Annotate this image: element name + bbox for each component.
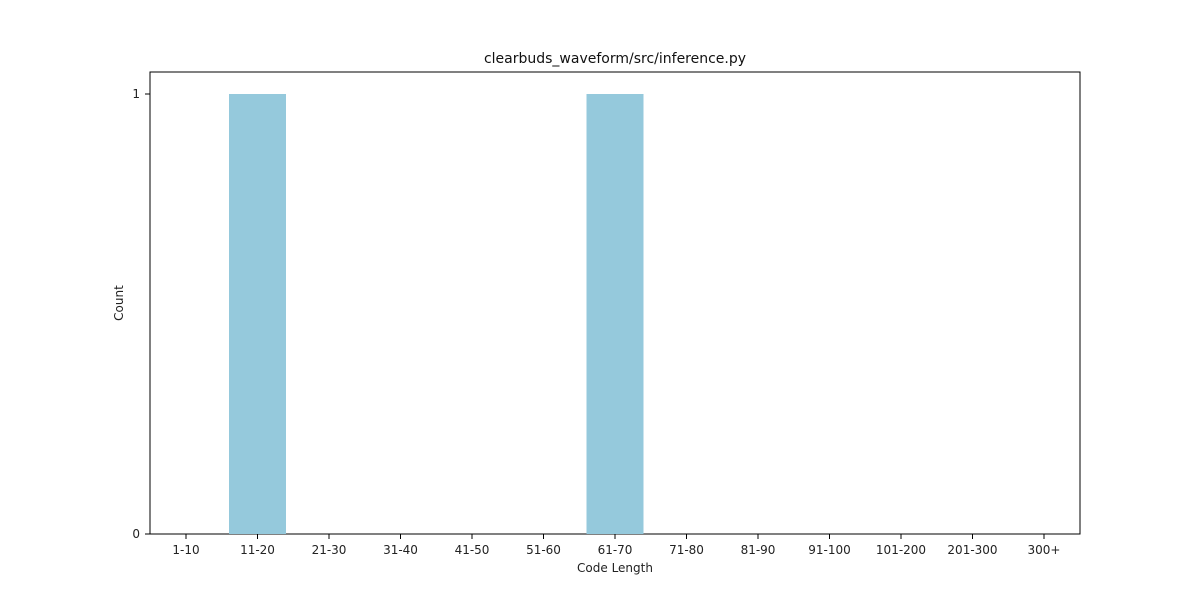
x-axis-label: Code Length (577, 561, 653, 575)
x-tick-label-31-40: 31-40 (383, 543, 418, 557)
y-axis-ticks: 01 (132, 87, 150, 541)
x-tick-label-300+: 300+ (1028, 543, 1061, 557)
x-tick-label-71-80: 71-80 (669, 543, 704, 557)
x-tick-label-41-50: 41-50 (455, 543, 490, 557)
y-tick-label-1: 1 (132, 87, 140, 101)
x-tick-label-51-60: 51-60 (526, 543, 561, 557)
x-tick-label-101-200: 101-200 (876, 543, 926, 557)
bar-61-70 (586, 94, 644, 534)
x-tick-label-201-300: 201-300 (947, 543, 997, 557)
x-axis-ticks: 1-10 11-20 21-30 31-40 41-50 51-60 61-70 71-80 8… (172, 534, 1060, 557)
y-axis-label: Count (112, 285, 126, 321)
bars-group (229, 94, 644, 534)
chart-title: clearbuds_waveform/src/inference.py (484, 51, 746, 67)
x-tick-label-61-70: 61-70 (598, 543, 633, 557)
bar-11-20 (229, 94, 286, 534)
x-tick-label-11-20: 11-20 (240, 543, 275, 557)
y-tick-label-0: 0 (132, 527, 140, 541)
x-tick-label-81-90: 81-90 (741, 543, 776, 557)
x-tick-label-21-30: 21-30 (312, 543, 347, 557)
x-tick-label-91-100: 91-100 (808, 543, 851, 557)
x-tick-label-1-10: 1-10 (172, 543, 199, 557)
